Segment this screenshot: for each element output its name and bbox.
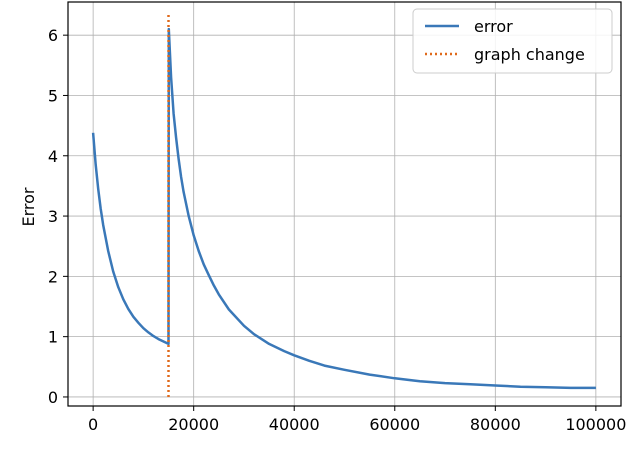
y-tick-label: 0 [48,388,58,407]
y-tick-label: 2 [48,267,58,286]
x-tick-label: 40000 [269,415,320,434]
y-tick-label: 6 [48,26,58,45]
x-tick-label: 0 [88,415,98,434]
y-tick-label: 1 [48,328,58,347]
y-axis: 0 1 2 3 4 5 6 [48,26,68,407]
x-tick-label: 80000 [470,415,521,434]
y-tick-label: 3 [48,207,58,226]
y-axis-label: Error [19,187,38,226]
x-tick-label: 60000 [369,415,420,434]
legend-label-graph-change: graph change [474,45,585,64]
series-group [91,14,596,397]
y-tick-label: 4 [48,147,58,166]
x-tick-label: 100000 [565,415,626,434]
x-axis: 0 20000 40000 60000 80000 100000 [88,406,626,434]
legend: error graph change [412,8,613,74]
plot-frame [67,1,622,407]
x-tick-label: 20000 [168,415,219,434]
legend-label-error: error [474,17,513,36]
series-error-line [91,27,596,390]
legend-box [412,8,613,74]
y-tick-label: 5 [48,86,58,105]
